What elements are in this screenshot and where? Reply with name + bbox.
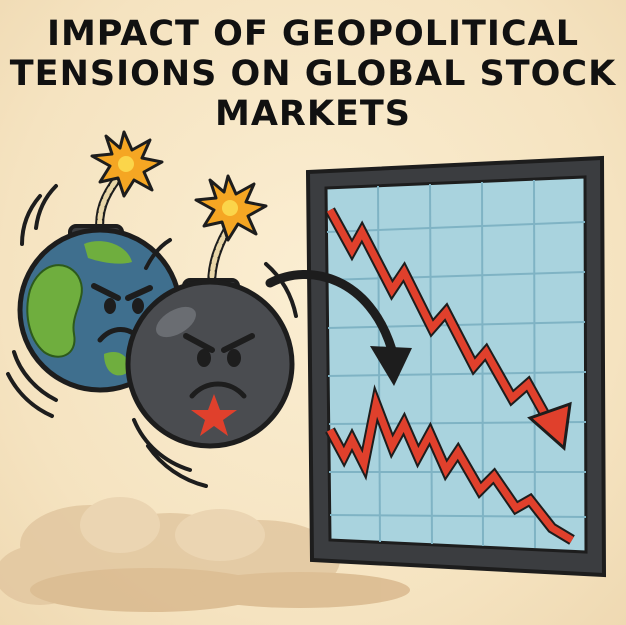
trend-arrow-head	[527, 401, 572, 451]
curved-arrow-icon	[265, 270, 412, 386]
title-line-2: TENSIONS ON GLOBAL STOCK	[9, 54, 617, 94]
falling-chart-icon	[305, 155, 607, 578]
dust-cloud-icon	[0, 497, 410, 612]
page-title: IMPACT OF GEOPOLITICAL TENSIONS ON GLOBA…	[0, 14, 626, 134]
red-star-icon	[191, 394, 237, 436]
title-line-3: MARKETS	[215, 94, 411, 134]
title-line-1: IMPACT OF GEOPOLITICAL	[46, 14, 580, 54]
star-bomb-icon	[125, 174, 298, 488]
